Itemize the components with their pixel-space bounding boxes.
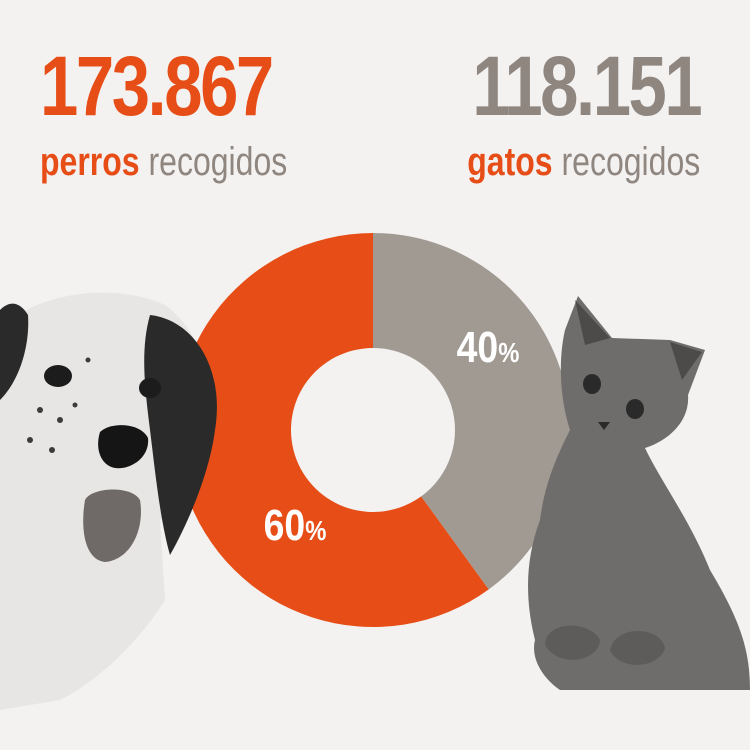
donut-slice-perros (175, 233, 489, 627)
cats-count: 118.151 (472, 39, 702, 133)
donut-slices (175, 233, 570, 627)
cats-caption-rest: recogidos (552, 140, 700, 184)
donut-label-gatos: 40% (457, 322, 520, 372)
cat-photo (528, 296, 750, 690)
donut-label-perros: 60% (264, 500, 327, 550)
dogs-keyword: perros (40, 140, 140, 184)
cats-caption: gatos recogidos (467, 138, 700, 186)
dogs-caption: perros recogidos (40, 138, 287, 186)
cats-keyword: gatos (467, 140, 553, 184)
donut-label-value: 40 (457, 322, 499, 372)
dogs-caption-rest: recogidos (139, 140, 288, 184)
donut-label-value: 60 (264, 500, 306, 550)
dogs-stat: 173.867 perros recogidos (40, 40, 349, 186)
dogs-count: 173.867 (40, 39, 274, 133)
donut-slice-gatos (373, 233, 570, 590)
cats-stat: 118.151 gatos recogidos (409, 39, 702, 186)
donut-label-unit: % (498, 336, 519, 368)
dog-photo (0, 292, 217, 710)
donut-label-unit: % (305, 514, 326, 546)
donut-labels: 60%40% (264, 322, 520, 550)
